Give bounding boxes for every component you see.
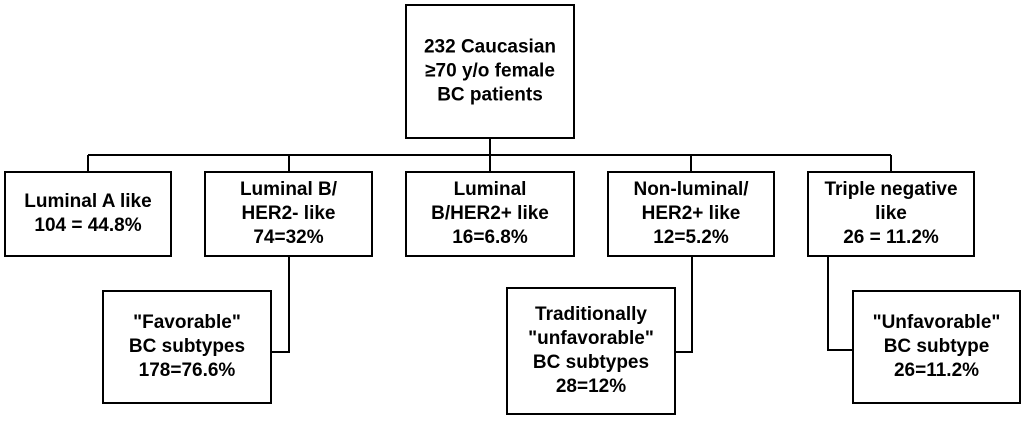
- node-box: [607, 171, 775, 257]
- node-label: ≥70 y/o female: [425, 61, 555, 82]
- node-label: BC subtypes: [533, 352, 649, 373]
- node-box: [807, 171, 975, 257]
- node-label: like: [875, 203, 907, 224]
- node-label: BC patients: [437, 85, 543, 106]
- node-box: [405, 171, 575, 257]
- node-label: Luminal A like: [24, 191, 151, 212]
- node-label: Luminal B/: [240, 179, 338, 200]
- node-label: HER2+ like: [642, 203, 741, 224]
- node-label: 12=5.2%: [653, 227, 729, 248]
- node-box: [102, 290, 272, 404]
- node-label: "unfavorable": [528, 328, 654, 349]
- node-label: "Favorable": [133, 312, 241, 333]
- node-label: BC subtypes: [129, 336, 245, 357]
- node-label: 178=76.6%: [139, 360, 236, 381]
- node-label: 26 = 11.2%: [843, 227, 939, 248]
- node-box: [506, 287, 676, 415]
- node-label: Non-luminal/: [633, 179, 749, 200]
- node-label: Triple negative: [824, 179, 957, 200]
- node-box: [204, 171, 373, 257]
- connector: [675, 256, 693, 353]
- node-label: "Unfavorable": [873, 312, 1001, 333]
- node-label: 104 = 44.8%: [34, 215, 141, 236]
- node-label: BC subtype: [884, 336, 990, 357]
- boxes: 232 Caucasian ≥70 y/o female BC patients Lu…: [4, 4, 1021, 415]
- node-box: [4, 171, 172, 257]
- node-label: 232 Caucasian: [424, 37, 556, 58]
- connector: [827, 256, 853, 351]
- node-label: 74=32%: [253, 227, 323, 248]
- node-label: 16=6.8%: [452, 227, 528, 248]
- connectors: [87, 138, 892, 353]
- node-box: [405, 4, 575, 139]
- connector: [271, 256, 290, 353]
- node-label: HER2- like: [242, 203, 336, 224]
- node-label: 26=11.2%: [894, 360, 979, 381]
- node-label: Luminal: [454, 179, 527, 200]
- node-label: B/HER2+ like: [431, 203, 549, 224]
- node-box: [852, 290, 1021, 404]
- node-label: 28=12%: [556, 376, 626, 397]
- node-label: Traditionally: [535, 304, 647, 325]
